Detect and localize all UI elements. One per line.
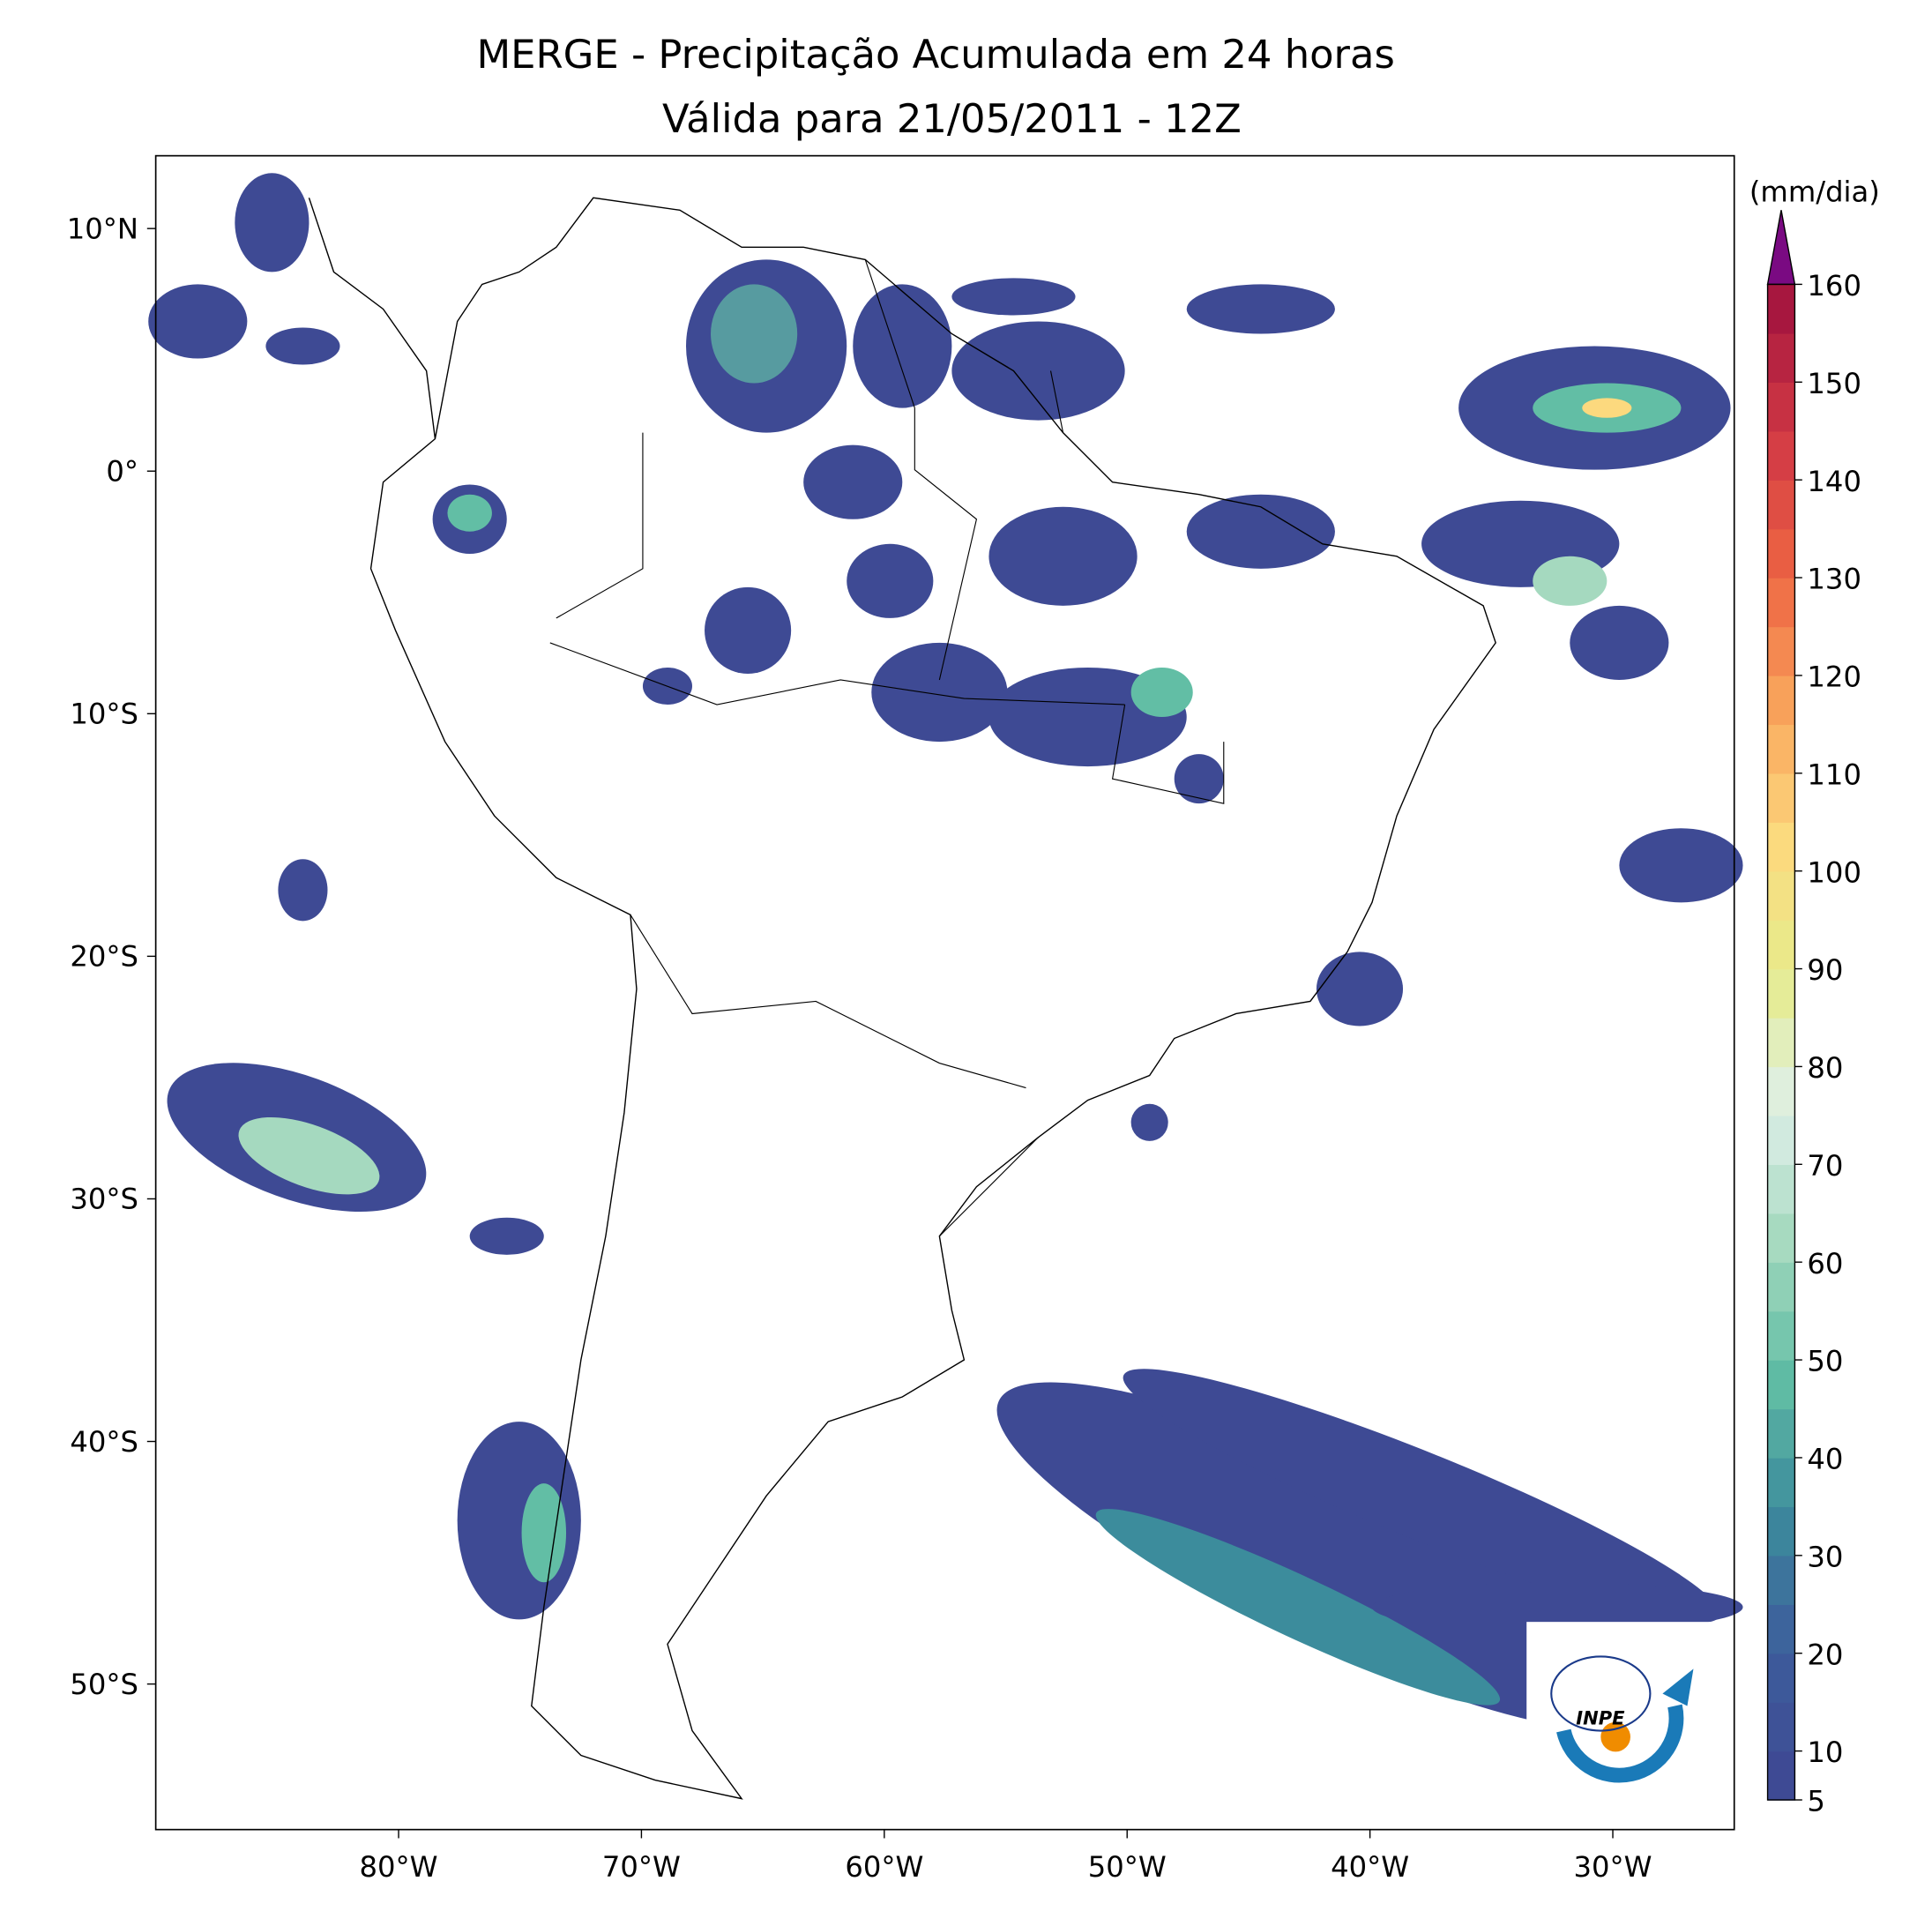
- colorbar-band: [1767, 822, 1795, 872]
- colorbar-band: [1767, 773, 1795, 823]
- colorbar-band: [1767, 528, 1795, 579]
- colorbar-band: [1767, 1751, 1795, 1801]
- colorbar-tick-label: 20: [1807, 1638, 1843, 1671]
- colorbar-band: [1767, 920, 1795, 970]
- y-tick-label: 50°S: [70, 1668, 138, 1701]
- coastline: [308, 197, 1496, 1800]
- colorbar-band: [1767, 284, 1795, 334]
- colorbar-band: [1767, 1213, 1795, 1263]
- y-tick-label: 40°S: [70, 1425, 138, 1459]
- colorbar-tick-label: 70: [1807, 1149, 1843, 1183]
- colorbar-tick-label: 60: [1807, 1247, 1843, 1280]
- colorbar-band: [1767, 1262, 1795, 1312]
- map-title: MERGE - Precipitação Acumulada em 24 hor…: [476, 31, 1394, 78]
- colorbar-band: [1767, 1164, 1795, 1214]
- colorbar-tick-label: 30: [1807, 1540, 1843, 1573]
- colorbar-band: [1767, 724, 1795, 774]
- colorbar-band: [1767, 1653, 1795, 1703]
- colorbar-band: [1767, 1115, 1795, 1166]
- colorbar-tick-label: 120: [1807, 661, 1861, 694]
- colorbar-band: [1767, 1555, 1795, 1605]
- map-subtitle: Válida para 21/05/2011 - 12Z: [662, 95, 1242, 142]
- x-tick-label: 40°W: [1331, 1850, 1409, 1884]
- colorbar-band: [1767, 382, 1795, 432]
- colorbar-band: [1767, 1310, 1795, 1361]
- colorbar-tick-label: 40: [1807, 1443, 1843, 1476]
- logo: INPE: [1526, 1622, 1715, 1805]
- colorbar-band: [1767, 626, 1795, 676]
- colorbar-band: [1767, 1604, 1795, 1654]
- colorbar-tick-label: 100: [1807, 855, 1861, 889]
- precip-areas: [148, 173, 1743, 1734]
- x-tick-label: 60°W: [845, 1850, 923, 1884]
- y-tick-label: 20°S: [70, 940, 138, 974]
- y-tick-label: 30°S: [70, 1183, 138, 1216]
- x-tick-label: 50°W: [1088, 1850, 1167, 1884]
- colorbar: 5 10 20 30 40 50 60 70 80 90 100 110 120 130 140 150 160: [1766, 210, 1861, 1818]
- colorbar-tick-label: 10: [1807, 1736, 1843, 1769]
- logo-text: INPE: [1576, 1707, 1625, 1729]
- colorbar-band: [1767, 1360, 1795, 1410]
- map-frame: [154, 154, 1735, 1831]
- x-tick-label: 30°W: [1574, 1850, 1652, 1884]
- y-tick-label: 10°N: [67, 212, 138, 245]
- x-tick-label: 70°W: [602, 1850, 681, 1884]
- y-tick-label: 0°: [106, 454, 138, 488]
- canvas: MERGE - Precipitação Acumulada em 24 hor…: [67, 31, 1880, 1884]
- colorbar-band: [1767, 480, 1795, 530]
- colorbar-band: [1767, 870, 1795, 921]
- y-tick-label: 10°S: [70, 698, 138, 731]
- colorbar-tick-label: 80: [1807, 1051, 1843, 1085]
- colorbar-tick-label: 110: [1807, 758, 1861, 791]
- colorbar-band: [1767, 1506, 1795, 1556]
- colorbar-tick-label: 50: [1807, 1345, 1843, 1378]
- colorbar-band: [1767, 578, 1795, 628]
- axes: 80°W 70°W 60°W 50°W 40°W 30°W 10°N 0° 10°S 20°S 30…: [67, 154, 1735, 1884]
- colorbar-band: [1767, 1702, 1795, 1752]
- colorbar-extend: [1766, 210, 1796, 286]
- colorbar-band: [1767, 1408, 1795, 1459]
- borders: [549, 259, 1225, 1237]
- colorbar-tick-label: 140: [1807, 465, 1861, 498]
- colorbar-tick-label: 130: [1807, 563, 1861, 596]
- colorbar-band: [1767, 968, 1795, 1019]
- colorbar-band: [1767, 1066, 1795, 1116]
- colorbar-band: [1767, 332, 1795, 383]
- colorbar-band: [1767, 430, 1795, 481]
- colorbar-tick-label: 150: [1807, 367, 1861, 400]
- colorbar-tick-label: 160: [1807, 269, 1861, 302]
- colorbar-label: (mm/dia): [1749, 175, 1880, 208]
- colorbar-band: [1767, 1017, 1795, 1068]
- colorbar-tick-label: 5: [1807, 1785, 1825, 1818]
- colorbar-frame: [1766, 283, 1796, 1801]
- colorbar-band: [1767, 675, 1795, 726]
- colorbar-band: [1767, 1457, 1795, 1508]
- colorbar-tick-label: 90: [1807, 953, 1843, 987]
- x-tick-label: 80°W: [360, 1850, 438, 1884]
